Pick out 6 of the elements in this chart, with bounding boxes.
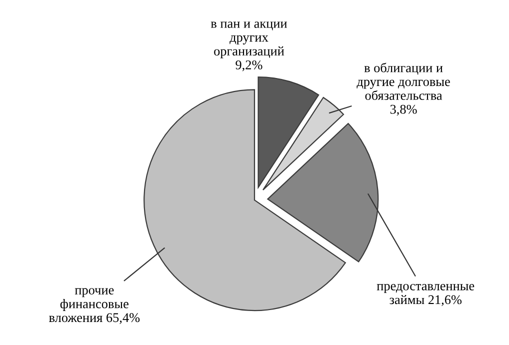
slice-label: прочие финансовые вложения 65,4%	[49, 288, 140, 324]
data-label: 3,8%	[390, 104, 417, 116]
data-label: 9,2%	[236, 60, 262, 72]
slice-label: в пан и акции других организаций	[210, 22, 287, 58]
slice-label: предоставленные займы 21,6%	[376, 284, 474, 306]
slice-label: в облигации и другие долговые обязательства	[356, 62, 450, 100]
